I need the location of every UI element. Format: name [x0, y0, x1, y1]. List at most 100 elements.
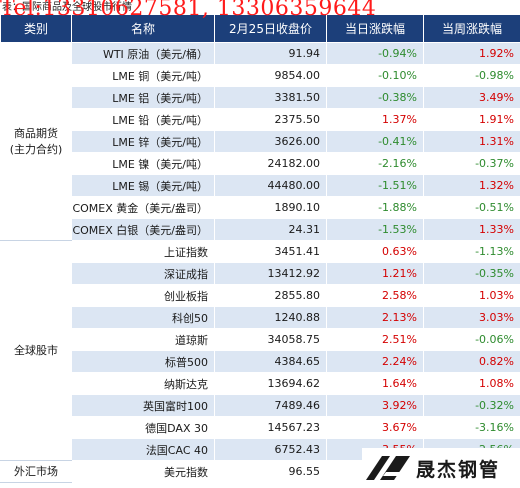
instrument-name: WTI 原油（美元/桶）	[71, 42, 215, 65]
week-change: -0.37%	[423, 152, 520, 175]
day-change: -2.16%	[326, 152, 424, 175]
week-change: 1.31%	[423, 130, 520, 153]
close-price: 9854.00	[214, 64, 327, 87]
table-row: 标普500 4384.65 2.24% 0.82%	[1, 350, 520, 373]
header-row: 类别 名称 2月25日收盘价 当日涨跌幅 当周涨跌幅	[0, 14, 520, 43]
day-change: -1.88%	[326, 196, 424, 219]
table-row: LME 铝（美元/吨） 3381.50 -0.38% 3.49%	[1, 86, 520, 109]
table-row: 科创50 1240.88 2.13% 3.03%	[1, 306, 520, 329]
category-label-line: 全球股市	[14, 343, 58, 357]
category-label-line: (主力合约)	[9, 142, 63, 156]
close-price: 13694.62	[214, 372, 327, 395]
instrument-name: 科创50	[71, 306, 215, 329]
day-change: 1.37%	[326, 108, 424, 131]
table-row: 德国DAX 30 14567.23 3.67% -3.16%	[1, 416, 520, 439]
logo-text: 晟杰钢管	[416, 458, 501, 481]
table-row: LME 铅（美元/吨） 2375.50 1.37% 1.91%	[1, 108, 520, 131]
instrument-name: 创业板指	[71, 284, 215, 307]
week-change: -0.98%	[423, 64, 520, 87]
close-price: 14567.23	[214, 416, 327, 439]
instrument-name: COMEX 白银（美元/盎司）	[71, 218, 215, 241]
week-change: -1.13%	[423, 240, 520, 263]
instrument-name: 德国DAX 30	[71, 416, 215, 439]
table-row: LME 锌（美元/吨） 3626.00 -0.41% 1.31%	[1, 130, 520, 153]
day-change: -0.41%	[326, 130, 424, 153]
instrument-name: COMEX 黄金（美元/盎司）	[71, 196, 215, 219]
table-row: COMEX 白银（美元/盎司） 24.31 -1.53% 1.33%	[1, 218, 520, 241]
day-change: 2.13%	[326, 306, 424, 329]
week-change: -0.51%	[423, 196, 520, 219]
close-price: 1890.10	[214, 196, 327, 219]
close-price: 3381.50	[214, 86, 327, 109]
table-row: 英国富时100 7489.46 3.92% -0.32%	[1, 394, 520, 417]
close-price: 1240.88	[214, 306, 327, 329]
week-change: -0.35%	[423, 262, 520, 285]
day-change: 2.51%	[326, 328, 424, 351]
instrument-name: LME 锌（美元/吨）	[71, 130, 215, 153]
day-change: 1.21%	[326, 262, 424, 285]
week-change: 3.03%	[423, 306, 520, 329]
instrument-name: 标普500	[71, 350, 215, 373]
close-price: 24.31	[214, 218, 327, 241]
day-change: -0.38%	[326, 86, 424, 109]
week-change: -0.06%	[423, 328, 520, 351]
phone-watermark: Tel:13310627581, 13306359644	[0, 0, 377, 21]
week-change: 1.08%	[423, 372, 520, 395]
table-row: 深证成指 13412.92 1.21% -0.35%	[1, 262, 520, 285]
table-row: 全球股市 上证指数 3451.41 0.63% -1.13%	[0, 240, 520, 461]
close-price: 91.94	[214, 42, 327, 65]
category-cell: 外汇市场	[0, 460, 72, 483]
day-change: 3.92%	[326, 394, 424, 417]
table-row: 纳斯达克 13694.62 1.64% 1.08%	[1, 372, 520, 395]
header-week-change: 当周涨跌幅	[423, 14, 520, 43]
header-day-change: 当日涨跌幅	[326, 14, 424, 43]
close-price: 6752.43	[214, 438, 327, 461]
day-change: -0.94%	[326, 42, 424, 65]
header-category: 类别	[0, 14, 72, 43]
week-change: 1.03%	[423, 284, 520, 307]
close-price: 96.55	[214, 460, 327, 483]
instrument-name: 上证指数	[71, 240, 215, 263]
instrument-name: 道琼斯	[71, 328, 215, 351]
week-change: 1.91%	[423, 108, 520, 131]
close-price: 7489.46	[214, 394, 327, 417]
week-change: -0.32%	[423, 394, 520, 417]
day-change: -0.10%	[326, 64, 424, 87]
instrument-name: 深证成指	[71, 262, 215, 285]
table-row: COMEX 黄金（美元/盎司） 1890.10 -1.88% -0.51%	[1, 196, 520, 219]
category-label-line: 商品期货	[14, 126, 58, 140]
table-row: LME 锡（美元/吨） 44480.00 -1.51% 1.32%	[1, 174, 520, 197]
day-change: 2.24%	[326, 350, 424, 373]
instrument-name: LME 铜（美元/吨）	[71, 64, 215, 87]
close-price: 2375.50	[214, 108, 327, 131]
week-change: -3.16%	[423, 416, 520, 439]
day-change: 2.58%	[326, 284, 424, 307]
instrument-name: LME 铝（美元/吨）	[71, 86, 215, 109]
category-label-line: 外汇市场	[14, 464, 58, 478]
logo-mark-icon	[366, 456, 410, 480]
day-change: -1.51%	[326, 174, 424, 197]
instrument-name: 法国CAC 40	[71, 438, 215, 461]
market-table: 类别 名称 2月25日收盘价 当日涨跌幅 当周涨跌幅 商品期货 (主力合约) WTI…	[0, 14, 520, 483]
close-price: 13412.92	[214, 262, 327, 285]
day-change: 3.67%	[326, 416, 424, 439]
day-change: -1.53%	[326, 218, 424, 241]
instrument-name: 英国富时100	[71, 394, 215, 417]
close-price: 3451.41	[214, 240, 327, 263]
instrument-name: LME 镍（美元/吨）	[71, 152, 215, 175]
category-cell: 商品期货 (主力合约)	[0, 42, 72, 241]
table-row: LME 铜（美元/吨） 9854.00 -0.10% -0.98%	[1, 64, 520, 87]
header-close: 2月25日收盘价	[214, 14, 327, 43]
table-caption: 表：国际商品及全球股市行情	[2, 2, 132, 13]
week-change: 1.92%	[423, 42, 520, 65]
close-price: 44480.00	[214, 174, 327, 197]
table-row: LME 镍（美元/吨） 24182.00 -2.16% -0.37%	[1, 152, 520, 175]
close-price: 4384.65	[214, 350, 327, 373]
table-row: 创业板指 2855.80 2.58% 1.03%	[1, 284, 520, 307]
week-change: 3.49%	[423, 86, 520, 109]
instrument-name: LME 铅（美元/吨）	[71, 108, 215, 131]
table-row: 商品期货 (主力合约) WTI 原油（美元/桶） 91.94 -0.94% 1.92%	[0, 42, 520, 241]
week-change: 1.33%	[423, 218, 520, 241]
category-cell: 全球股市	[0, 240, 72, 461]
day-change: 0.63%	[326, 240, 424, 263]
